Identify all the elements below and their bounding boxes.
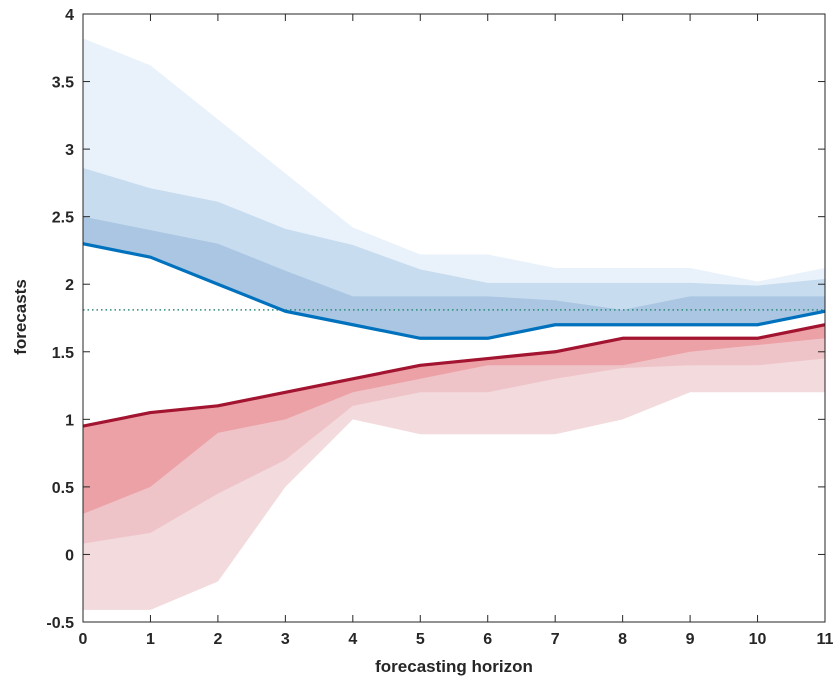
y-tick-label: 4 <box>65 7 74 24</box>
x-tick-label: 3 <box>281 631 290 648</box>
series-1-line <box>83 323 825 428</box>
y-tick-label: -0.5 <box>46 615 74 632</box>
y-tick-label: 0.5 <box>52 480 74 497</box>
x-tick-label: 6 <box>483 631 492 648</box>
x-tick-label: 9 <box>686 631 695 648</box>
series-0-band-2 <box>83 216 825 339</box>
bands-layer <box>83 38 825 610</box>
x-tick-label: 4 <box>348 631 357 648</box>
x-tick-label: 8 <box>618 631 627 648</box>
y-tick-label: 1 <box>65 412 74 429</box>
x-tick-label: 11 <box>817 631 834 648</box>
x-tick-label: 0 <box>79 631 88 648</box>
y-axis-label: forecasts <box>11 279 30 355</box>
x-tick-label: 7 <box>551 631 560 648</box>
lines-layer <box>83 242 825 428</box>
y-tick-label: 1.5 <box>52 345 74 362</box>
x-tick-label: 1 <box>146 631 155 648</box>
axes-layer: 0 1 2 3 4 5 6 7 8 9 10 11 -0.5 0 0.5 1 1.5 2 2.5 3 3.5 4 <box>46 7 833 648</box>
plot-frame <box>82 13 826 623</box>
y-tick-label: 3.5 <box>52 75 74 92</box>
x-tick-label: 2 <box>213 631 222 648</box>
x-axis-label: forecasting horizon <box>375 657 533 676</box>
x-tick-label: 5 <box>416 631 425 648</box>
y-tick-label: 0 <box>65 547 74 564</box>
y-tick-label: 3 <box>65 142 74 159</box>
series-0-line <box>83 242 825 340</box>
y-tick-label: 2 <box>65 277 74 294</box>
x-tick-label: 10 <box>749 631 767 648</box>
y-tick-label: 2.5 <box>52 210 74 227</box>
